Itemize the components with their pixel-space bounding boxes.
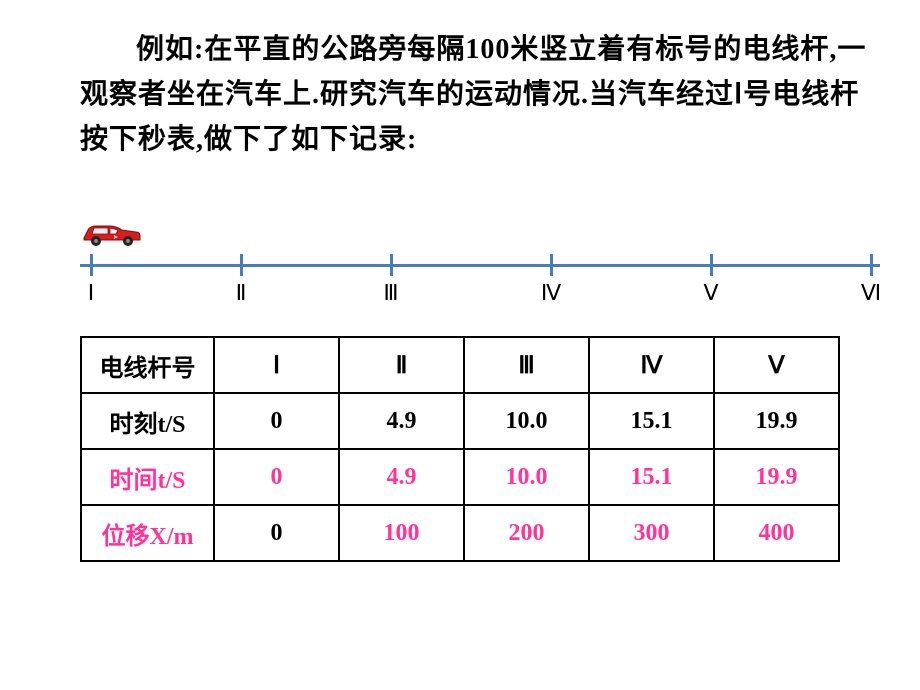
table-row: 时刻t/S04.910.015.119.9 — [81, 393, 839, 449]
data-cell: 300 — [589, 505, 714, 561]
row-header-cell: 电线杆号 — [81, 337, 214, 393]
axis-tick-label: Ⅲ — [383, 280, 398, 306]
data-table-container: 电线杆号ⅠⅡⅢⅣⅤ时刻t/S04.910.015.119.9时间t/S04.91… — [80, 336, 840, 562]
table-row: 电线杆号ⅠⅡⅢⅣⅤ — [81, 337, 839, 393]
data-cell: 4.9 — [339, 393, 464, 449]
axis-tick — [240, 254, 243, 276]
axis-tick — [390, 254, 393, 276]
description-text: 例如:在平直的公路旁每隔100米竖立着有标号的电线杆,一观察者坐在汽车上.研究汽… — [80, 28, 880, 162]
data-table: 电线杆号ⅠⅡⅢⅣⅤ时刻t/S04.910.015.119.9时间t/S04.91… — [80, 336, 840, 562]
column-header-cell: Ⅰ — [214, 337, 339, 393]
data-cell: 15.1 — [589, 449, 714, 505]
axis-tick-label: Ⅵ — [861, 280, 881, 306]
data-cell: 10.0 — [464, 449, 589, 505]
column-header-cell: Ⅳ — [589, 337, 714, 393]
data-cell: 19.9 — [714, 449, 839, 505]
axis-tick — [90, 254, 93, 276]
data-cell: 400 — [714, 505, 839, 561]
axis-tick — [710, 254, 713, 276]
data-cell: 4.9 — [339, 449, 464, 505]
table-row: 位移X/m0100200300400 — [81, 505, 839, 561]
car-illustration — [80, 218, 144, 248]
data-cell: 0 — [214, 505, 339, 561]
table-body: 电线杆号ⅠⅡⅢⅣⅤ时刻t/S04.910.015.119.9时间t/S04.91… — [81, 337, 839, 561]
column-header-cell: Ⅴ — [714, 337, 839, 393]
table-row: 时间t/S04.910.015.119.9 — [81, 449, 839, 505]
axis-tick — [550, 254, 553, 276]
data-cell: 100 — [339, 505, 464, 561]
column-header-cell: Ⅲ — [464, 337, 589, 393]
data-cell: 19.9 — [714, 393, 839, 449]
axis-tick-label: Ⅳ — [541, 280, 561, 306]
column-header-cell: Ⅱ — [339, 337, 464, 393]
row-header-cell: 位移X/m — [81, 505, 214, 561]
row-header-cell: 时间t/S — [81, 449, 214, 505]
axis-tick-label: Ⅰ — [88, 280, 95, 306]
axis-line — [80, 264, 880, 267]
data-cell: 200 — [464, 505, 589, 561]
data-cell: 10.0 — [464, 393, 589, 449]
axis-tick-label: Ⅴ — [703, 280, 718, 306]
data-cell: 15.1 — [589, 393, 714, 449]
data-cell: 0 — [214, 449, 339, 505]
axis-tick — [870, 254, 873, 276]
body-text: 例如:在平直的公路旁每隔100米竖立着有标号的电线杆,一观察者坐在汽车上.研究汽… — [80, 34, 866, 155]
data-cell: 0 — [214, 393, 339, 449]
axis-tick-label: Ⅱ — [236, 280, 247, 306]
number-line: Ⅰ Ⅱ Ⅲ Ⅳ Ⅴ Ⅵ — [80, 254, 880, 314]
row-header-cell: 时刻t/S — [81, 393, 214, 449]
